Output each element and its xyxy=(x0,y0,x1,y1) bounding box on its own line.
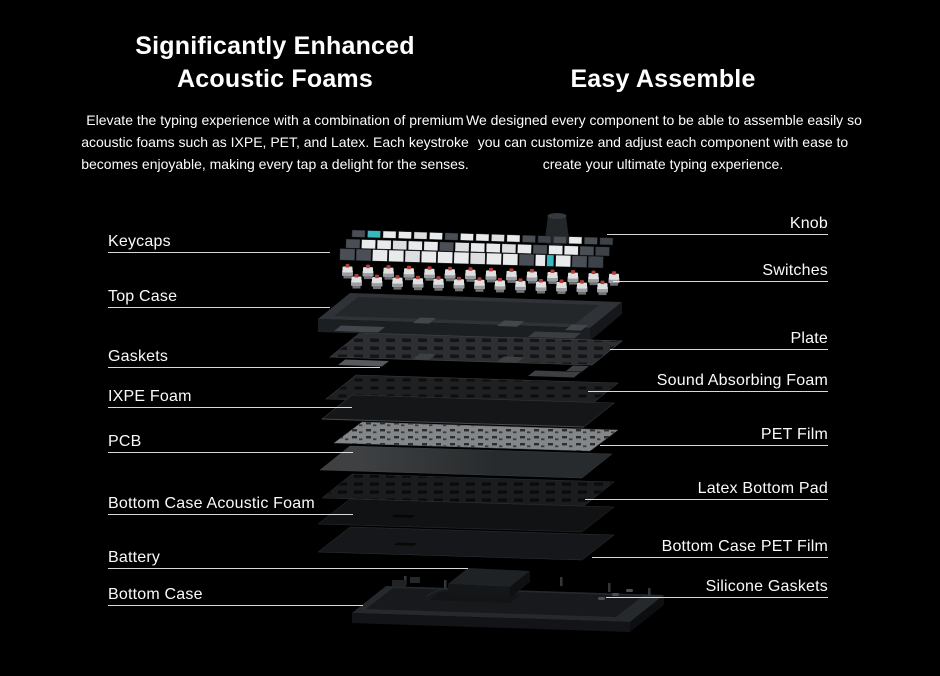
label-gaskets: Gaskets xyxy=(108,347,380,369)
label-text: Knob xyxy=(789,215,828,232)
silicone-gaskets-part xyxy=(598,589,633,600)
description-line: We designed every component to be able t… xyxy=(466,112,862,128)
easy-assemble-section: Easy Assemble We designed every componen… xyxy=(466,63,862,175)
label-text: PET Film xyxy=(760,426,828,443)
description-line: Elevate the typing experience with a com… xyxy=(86,112,464,128)
plate-layer xyxy=(329,332,623,366)
label-text: Bottom Case PET Film xyxy=(661,538,828,555)
label-bottom-case: Bottom Case xyxy=(108,585,363,607)
label-text: Silicone Gaskets xyxy=(705,578,828,595)
leader-line xyxy=(606,597,828,598)
top-case-layer xyxy=(318,293,622,341)
bottom-case-layer xyxy=(352,571,664,632)
leader-line xyxy=(108,568,468,569)
label-latex-bottom-pad: Latex Bottom Pad xyxy=(528,479,828,501)
leader-line xyxy=(108,252,330,253)
label-text: Sound Absorbing Foam xyxy=(656,372,828,389)
label-ixpe-foam: IXPE Foam xyxy=(108,387,352,409)
label-battery: Battery xyxy=(108,548,468,570)
description-line: acoustic foams such as IXPE, PET, and La… xyxy=(81,134,469,150)
label-text: Top Case xyxy=(108,288,178,305)
easy-assemble-description: We designed every component to be able t… xyxy=(466,109,862,175)
label-pcb: PCB xyxy=(108,432,353,454)
leader-line xyxy=(108,367,380,368)
label-text: Bottom Case Acoustic Foam xyxy=(108,495,315,512)
label-pet-film: PET Film xyxy=(528,425,828,447)
ixpe-foam-layer xyxy=(321,394,615,428)
label-switches: Switches xyxy=(528,261,828,283)
title-line-2: Acoustic Foams xyxy=(177,65,373,93)
gaskets-upper xyxy=(334,317,588,339)
title-line-1: Significantly Enhanced xyxy=(135,32,415,60)
label-sound-absorbing-foam: Sound Absorbing Foam xyxy=(528,371,828,393)
battery-part xyxy=(425,568,530,598)
pcb-layer xyxy=(333,421,619,452)
label-knob: Knob xyxy=(528,214,828,236)
leader-line xyxy=(108,407,352,408)
leader-line xyxy=(600,445,828,446)
keycaps-layer xyxy=(339,229,614,269)
gaskets-lower xyxy=(338,353,589,378)
label-text: IXPE Foam xyxy=(108,388,192,405)
leader-line xyxy=(108,514,353,515)
label-bottom-case-pet-film: Bottom Case PET Film xyxy=(528,537,828,559)
description-line: becomes enjoyable, making every tap a de… xyxy=(81,156,469,172)
leader-line xyxy=(607,234,828,235)
leader-line xyxy=(610,349,828,350)
acoustic-foams-description: Elevate the typing experience with a com… xyxy=(78,109,472,175)
leader-line xyxy=(613,281,828,282)
leader-line xyxy=(585,499,828,500)
pet-film-layer xyxy=(319,445,613,479)
leader-line xyxy=(108,452,353,453)
bottom-case-acoustic-foam-layer xyxy=(317,498,615,533)
leader-line xyxy=(592,557,828,558)
label-text: Plate xyxy=(790,330,828,347)
bottom-case-pet-film-layer xyxy=(317,526,615,561)
label-text: Gaskets xyxy=(108,348,169,365)
acoustic-foams-section: Significantly Enhanced Acoustic Foams El… xyxy=(78,30,472,175)
leader-line xyxy=(108,307,330,308)
leader-line xyxy=(108,605,363,606)
label-text: Latex Bottom Pad xyxy=(697,480,828,497)
description-line: you can customize and adjust each compon… xyxy=(477,134,849,150)
label-silicone-gaskets: Silicone Gaskets xyxy=(528,577,828,599)
label-text: Battery xyxy=(108,549,161,566)
label-keycaps: Keycaps xyxy=(108,232,330,254)
label-top-case: Top Case xyxy=(108,287,330,309)
keyboard-exploded-illustration xyxy=(317,213,664,632)
leader-line xyxy=(588,391,828,392)
label-text: Switches xyxy=(762,262,828,279)
description-line: create your ultimate typing experience. xyxy=(542,156,784,172)
label-text: PCB xyxy=(108,433,142,450)
label-text: Keycaps xyxy=(108,233,171,250)
label-plate: Plate xyxy=(528,329,828,351)
acoustic-foams-title: Significantly Enhanced Acoustic Foams xyxy=(78,30,472,96)
label-text: Bottom Case xyxy=(108,586,203,603)
label-bottom-case-acoustic-foam: Bottom Case Acoustic Foam xyxy=(108,494,353,516)
easy-assemble-title: Easy Assemble xyxy=(570,65,756,93)
